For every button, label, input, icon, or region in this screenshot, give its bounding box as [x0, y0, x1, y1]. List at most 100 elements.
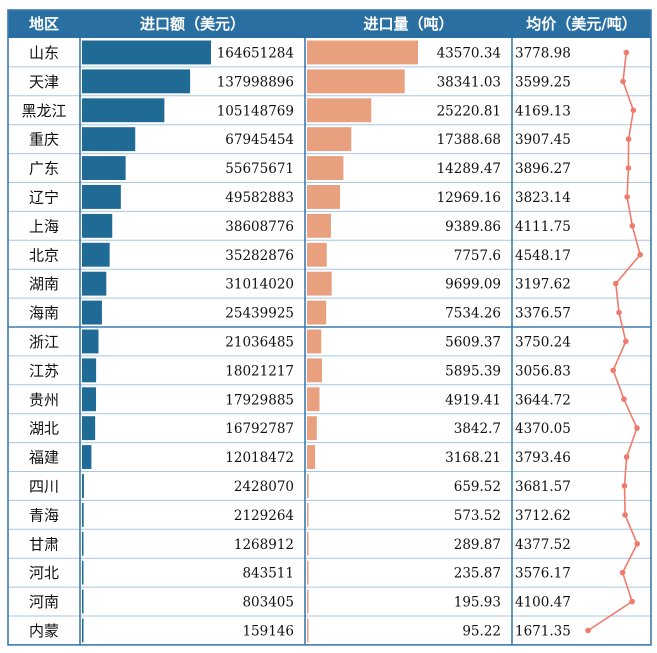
amount-value: 31014020	[225, 277, 294, 293]
region-label: 湖南	[29, 275, 59, 293]
amount-value: 49582883	[225, 190, 294, 206]
volume-bar	[307, 156, 344, 180]
region-label: 江苏	[29, 362, 59, 380]
price-value: 3681.57	[515, 479, 571, 495]
region-label: 四川	[29, 477, 59, 495]
region-label: 贵州	[29, 391, 59, 409]
price-value: 4100.47	[515, 595, 571, 611]
volume-bar	[307, 618, 309, 643]
region-label: 山东	[29, 44, 59, 62]
amount-bar	[82, 502, 84, 527]
region-label: 河北	[29, 564, 59, 582]
region-label: 广东	[29, 160, 59, 178]
volume-value: 9699.09	[445, 277, 501, 293]
price-point	[622, 512, 628, 518]
amount-value: 159146	[242, 623, 294, 639]
volume-value: 235.87	[454, 566, 501, 582]
region-label: 黑龙江	[21, 102, 66, 120]
amount-value: 105148769	[217, 103, 294, 119]
column-header-4: 均价（美元/吨）	[526, 15, 636, 33]
volume-bar	[307, 98, 372, 123]
price-point	[629, 223, 636, 229]
price-point	[625, 136, 632, 142]
amount-value: 2129264	[234, 508, 294, 524]
region-label: 福建	[29, 449, 59, 467]
region-label: 天津	[29, 73, 59, 91]
price-value: 3056.83	[515, 363, 571, 379]
volume-bar	[307, 127, 352, 152]
volume-bar	[307, 271, 332, 296]
volume-bar	[307, 242, 327, 267]
volume-value: 38341.03	[437, 74, 501, 90]
amount-value: 17929885	[225, 392, 294, 408]
amount-bar	[82, 358, 97, 383]
volume-bar	[307, 502, 309, 527]
region-label: 湖北	[29, 420, 59, 438]
amount-value: 21036485	[225, 334, 294, 350]
amount-value: 164651284	[217, 45, 294, 61]
amount-value: 25439925	[225, 306, 294, 322]
price-point	[613, 280, 619, 287]
amount-bar	[82, 531, 84, 556]
volume-value: 3842.7	[454, 421, 501, 437]
region-label: 北京	[29, 246, 59, 264]
price-point	[625, 165, 632, 171]
volume-bar	[307, 474, 309, 498]
region-label: 甘肃	[29, 535, 59, 553]
region-label: 内蒙	[29, 622, 59, 640]
price-value: 4169.13	[515, 103, 571, 119]
price-point	[629, 598, 635, 605]
price-point	[637, 251, 643, 258]
amount-value: 35282876	[225, 248, 294, 264]
volume-value: 43570.34	[437, 45, 501, 61]
amount-bar	[82, 560, 84, 585]
volume-value: 289.87	[454, 537, 501, 553]
volume-bar	[307, 445, 316, 469]
volume-bar	[307, 416, 317, 441]
amount-bar	[82, 156, 126, 180]
amount-value: 55675671	[225, 161, 294, 177]
amount-bar	[82, 387, 97, 412]
price-point	[630, 107, 637, 114]
price-point	[621, 396, 627, 403]
column-header-3: 进口量（吨）	[363, 15, 453, 33]
amount-bar	[82, 271, 107, 296]
price-point	[616, 309, 622, 316]
volume-value: 195.93	[454, 595, 501, 611]
amount-value: 2428070	[234, 479, 294, 495]
volume-bar	[307, 213, 331, 238]
volume-bar	[307, 589, 309, 614]
price-point	[634, 425, 640, 431]
volume-value: 573.52	[454, 508, 501, 524]
price-point	[585, 627, 591, 634]
price-value: 4548.17	[515, 248, 571, 264]
amount-bar	[82, 69, 191, 94]
price-point	[619, 569, 626, 576]
amount-bar	[82, 242, 110, 267]
price-value: 1671.35	[515, 623, 571, 639]
price-value: 3197.62	[515, 277, 571, 293]
amount-bar	[82, 213, 113, 238]
price-line	[587, 52, 642, 632]
amount-bar	[82, 416, 96, 441]
price-point	[623, 49, 630, 56]
price-value: 4377.52	[515, 537, 571, 553]
table-border	[7, 9, 652, 646]
amount-bar	[82, 589, 84, 614]
amount-value: 16792787	[225, 421, 294, 437]
price-value: 3793.46	[515, 450, 571, 466]
region-label: 浙江	[29, 333, 59, 351]
amount-bar	[82, 618, 84, 643]
amount-bar	[82, 474, 84, 498]
price-value: 3778.98	[515, 45, 571, 61]
amount-value: 137998896	[217, 74, 294, 90]
volume-value: 95.22	[462, 623, 501, 639]
price-value: 3599.25	[515, 74, 571, 90]
volume-value: 5895.39	[445, 363, 501, 379]
price-point	[623, 338, 629, 345]
price-value: 3750.24	[515, 334, 571, 350]
column-header-2: 进口额（美元）	[140, 15, 245, 33]
region-label: 青海	[29, 506, 59, 524]
